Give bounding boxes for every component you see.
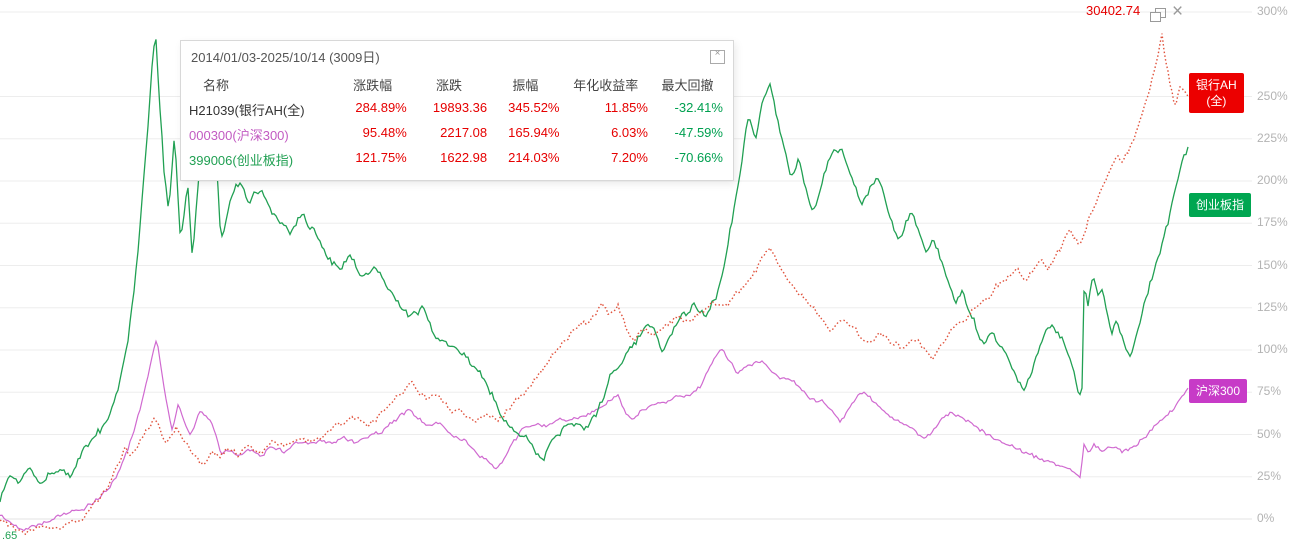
panel-window-icon[interactable] [710,48,725,64]
restore-window-icon[interactable] [1150,8,1166,22]
cell-value: 19893.36 [432,100,488,115]
series-badge: 银行AH (全) [1189,73,1244,114]
series-badge-label: 创业板指 [1196,197,1245,212]
column-header: 振幅 [512,78,539,93]
cell-series-name: H21039(银行AH(全) [189,103,305,118]
cell-series-name: 000300(沪深300) [189,128,289,143]
cell-value: 284.89% [355,100,407,115]
y-axis-label: 200% [1257,173,1288,187]
y-axis-label: 75% [1257,384,1282,399]
cell-value: -70.66% [674,150,723,165]
column-header: 涨跌 [435,78,462,93]
close-icon[interactable]: × [1172,1,1184,22]
stats-table: 名称 涨跌幅 涨跌 振幅 年化收益率 最大回撤 H21039(银行AH(全) 284.89% 1… [181,70,733,180]
series-line-1 [0,339,1189,532]
column-header: 最大回撤 [661,78,714,93]
cell-value: 214.03% [508,150,560,165]
cell-series-name: 399006(创业板指) [189,153,294,168]
panel-title: 2014/01/03-2025/10/14 (3009日) [191,50,380,65]
series-line-2 [0,39,1189,503]
min-value-label: .65 [2,530,18,542]
cell-value: 1622.98 [440,150,488,165]
series-badge: 沪深300 [1189,378,1248,403]
stats-panel[interactable]: 2014/01/03-2025/10/14 (3009日) 名称 涨跌幅 涨跌 振幅 年… [180,40,734,181]
cell-value: 345.52% [508,100,560,115]
series-badge-label: 沪深300 [1196,383,1241,398]
cell-value: -32.41% [674,100,723,115]
cell-value: 95.48% [362,125,407,140]
cell-value: 6.03% [611,125,648,140]
column-header: 名称 [203,78,230,93]
y-axis-label: 0% [1257,511,1275,525]
column-header: 年化收益率 [573,78,639,93]
cell-value: 7.20% [611,150,648,165]
max-value-label: 30402.74 [1086,3,1141,18]
panel-title-bar: 2014/01/03-2025/10/14 (3009日) [181,41,733,70]
series-badge: 创业板指 [1189,192,1252,217]
cell-value: 165.94% [508,125,560,140]
y-axis-label: 250% [1257,88,1288,103]
y-axis-label: 125% [1257,299,1288,314]
cell-value: 2217.08 [440,125,488,140]
series-line-0 [0,33,1189,536]
y-axis-label: 50% [1257,426,1282,441]
y-axis-label: 100% [1257,342,1288,356]
series-badge-label: (全) [1206,94,1227,109]
y-axis-label: 150% [1257,257,1288,272]
y-axis-label: 25% [1257,468,1282,483]
y-axis-label: 225% [1257,130,1288,145]
y-axis-label: 300% [1257,4,1288,18]
cell-value: 121.75% [355,150,407,165]
y-axis-label: 175% [1257,215,1288,230]
cell-value: 11.85% [604,100,648,115]
column-header: 涨跌幅 [353,78,393,93]
series-badge-label: 银行AH [1196,78,1237,93]
cell-value: -47.59% [674,125,723,140]
